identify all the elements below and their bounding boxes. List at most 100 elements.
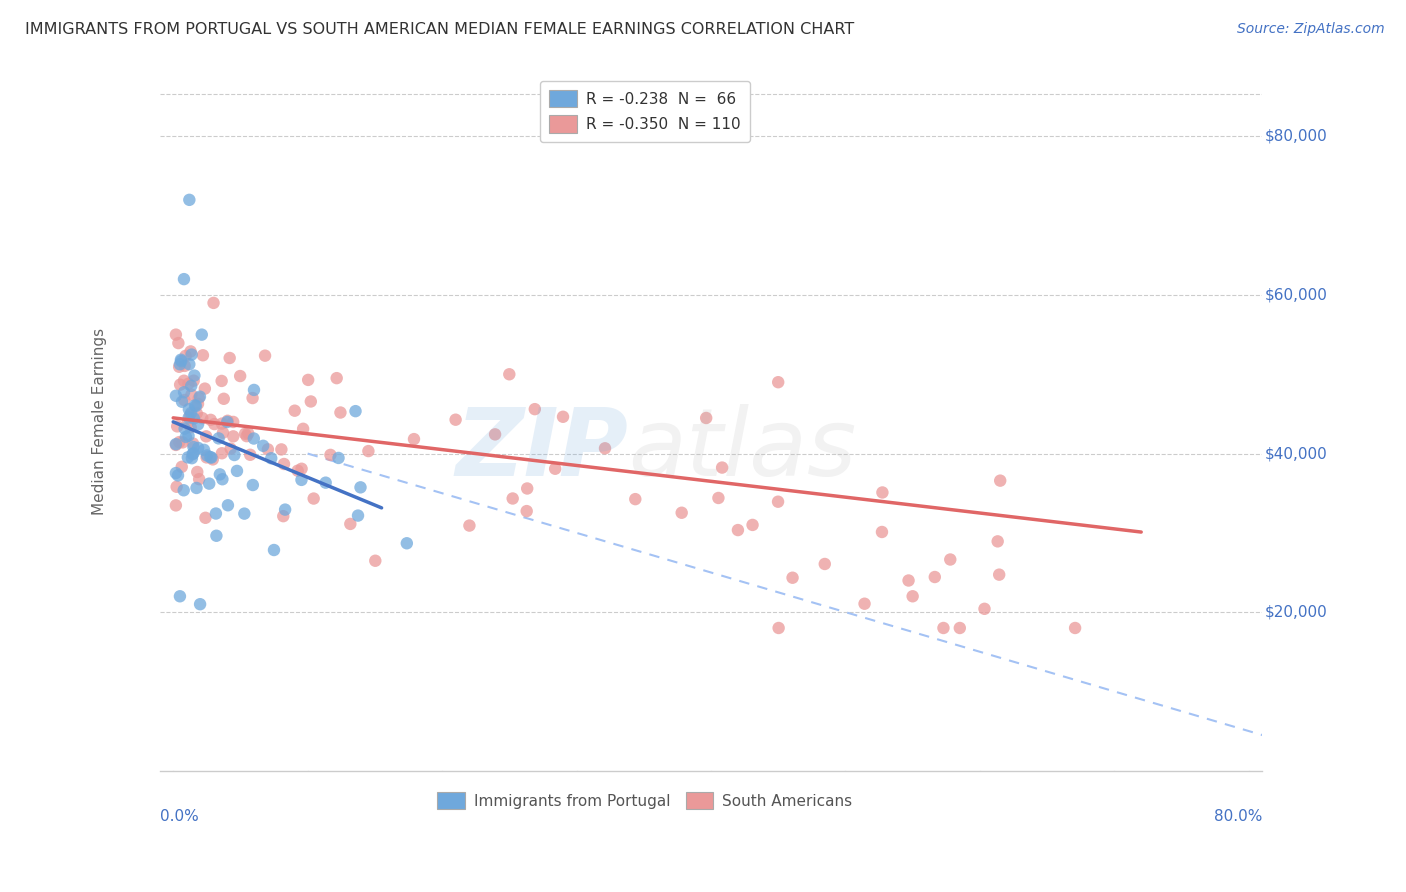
Point xyxy=(180,387,202,401)
Point xyxy=(217,415,239,429)
Point xyxy=(173,392,195,407)
Point xyxy=(271,509,294,524)
Point xyxy=(870,524,893,539)
Point xyxy=(853,597,876,611)
Point xyxy=(695,411,717,425)
Point xyxy=(183,411,205,425)
Point xyxy=(211,472,233,486)
Point xyxy=(872,485,894,500)
Point xyxy=(177,402,200,417)
Point xyxy=(502,491,524,506)
Point xyxy=(325,371,347,385)
Point xyxy=(551,409,574,424)
Text: $20,000: $20,000 xyxy=(1265,605,1327,620)
Point xyxy=(179,193,201,207)
Point xyxy=(172,435,194,450)
Point xyxy=(212,425,235,440)
Point xyxy=(239,448,262,462)
Point xyxy=(218,351,240,365)
Point xyxy=(202,296,225,310)
Point xyxy=(187,441,209,455)
Point xyxy=(165,499,187,513)
Point xyxy=(170,394,193,409)
Point xyxy=(173,374,195,388)
Point xyxy=(188,597,211,611)
Point xyxy=(167,468,190,483)
Point xyxy=(195,450,218,465)
Text: 80.0%: 80.0% xyxy=(1213,809,1263,824)
Point xyxy=(181,447,204,461)
Point xyxy=(297,373,319,387)
Point xyxy=(988,474,1011,488)
Point xyxy=(202,417,225,431)
Point xyxy=(1064,621,1087,635)
Point xyxy=(200,450,222,465)
Point xyxy=(173,422,195,436)
Point xyxy=(200,413,222,427)
Point xyxy=(727,523,749,537)
Point xyxy=(167,359,190,374)
Point xyxy=(901,589,924,603)
Point xyxy=(254,349,277,363)
Point xyxy=(242,478,264,492)
Point xyxy=(291,462,314,476)
Point xyxy=(233,507,256,521)
Point xyxy=(191,348,214,362)
Point xyxy=(165,438,187,452)
Point xyxy=(329,405,352,419)
Text: IMMIGRANTS FROM PORTUGAL VS SOUTH AMERICAN MEDIAN FEMALE EARNINGS CORRELATION CH: IMMIGRANTS FROM PORTUGAL VS SOUTH AMERIC… xyxy=(25,22,855,37)
Point xyxy=(173,483,195,498)
Point xyxy=(187,391,209,405)
Point xyxy=(274,502,297,516)
Text: Source: ZipAtlas.com: Source: ZipAtlas.com xyxy=(1237,22,1385,37)
Point xyxy=(180,406,202,420)
Point xyxy=(165,466,187,480)
Point xyxy=(257,442,280,457)
Point xyxy=(173,385,195,400)
Point xyxy=(211,446,233,460)
Point xyxy=(270,442,292,457)
Point xyxy=(766,494,789,508)
Point xyxy=(183,374,205,388)
Point xyxy=(593,442,616,456)
Point xyxy=(315,475,337,490)
Point xyxy=(186,465,208,479)
Text: Median Female Earnings: Median Female Earnings xyxy=(91,328,107,516)
Point xyxy=(222,415,245,429)
Point xyxy=(194,382,217,396)
Point xyxy=(219,442,242,456)
Point xyxy=(211,417,233,431)
Point xyxy=(243,383,266,397)
Point xyxy=(177,450,200,465)
Point xyxy=(949,621,972,635)
Text: $40,000: $40,000 xyxy=(1265,446,1327,461)
Point xyxy=(988,567,1011,582)
Point xyxy=(924,570,946,584)
Point xyxy=(173,272,195,286)
Point xyxy=(187,397,209,411)
Point xyxy=(273,457,295,471)
Point xyxy=(201,452,224,467)
Point xyxy=(814,557,837,571)
Point xyxy=(167,336,190,351)
Point xyxy=(194,510,217,524)
Point xyxy=(260,451,283,466)
Point xyxy=(741,517,763,532)
Point xyxy=(211,374,233,388)
Point xyxy=(498,368,520,382)
Point xyxy=(179,408,201,422)
Point xyxy=(169,377,191,392)
Point xyxy=(184,399,207,413)
Point xyxy=(711,460,734,475)
Point xyxy=(191,411,214,425)
Point xyxy=(782,571,804,585)
Point xyxy=(287,464,309,478)
Text: $80,000: $80,000 xyxy=(1265,129,1327,144)
Point xyxy=(180,379,202,393)
Point xyxy=(395,536,418,550)
Point xyxy=(292,422,315,436)
Point xyxy=(939,552,962,566)
Point xyxy=(516,504,538,518)
Text: 0.0%: 0.0% xyxy=(160,809,198,824)
Point xyxy=(212,392,235,406)
